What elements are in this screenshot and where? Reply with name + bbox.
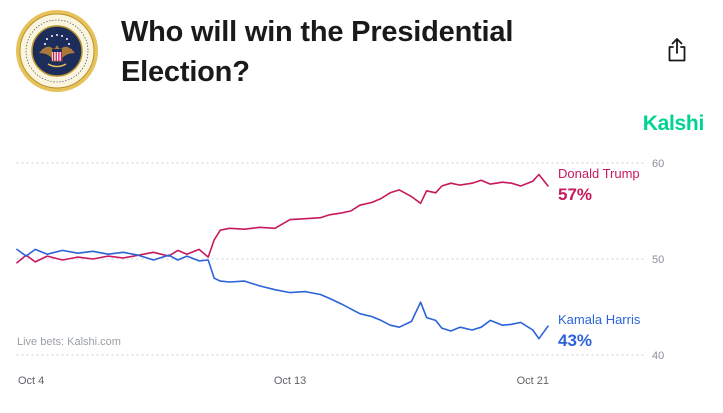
- x-tick-label: Oct 4: [18, 375, 44, 387]
- series-labels: Donald Trump 57% Kamala Harris 43%: [558, 166, 641, 350]
- axis-labels: 60 50 40 Oct 4 Oct 13 Oct 21: [18, 158, 664, 387]
- kalshi-logo: Kalshi: [642, 112, 705, 135]
- share-icon[interactable]: [664, 36, 690, 64]
- election-odds-chart: Donald Trump 57% Kamala Harris 43% 60 50 40 Oc…: [16, 158, 664, 387]
- presidential-seal-icon: [16, 10, 98, 92]
- grid-lines: [16, 162, 647, 356]
- series-lines: [16, 173, 549, 340]
- series-name-label: Donald Trump: [558, 166, 640, 181]
- page-title: Who will win the Presidential Election?: [121, 16, 514, 88]
- y-tick-label: 50: [652, 254, 664, 266]
- y-tick-label: 40: [652, 350, 664, 362]
- series-line: [16, 248, 549, 340]
- x-tick-label: Oct 21: [517, 375, 549, 387]
- series-value-label: 43%: [558, 331, 592, 350]
- series-line: [16, 173, 549, 264]
- x-tick-label: Oct 13: [274, 375, 306, 387]
- series-value-label: 57%: [558, 185, 592, 204]
- y-tick-label: 60: [652, 158, 664, 170]
- series-name-label: Kamala Harris: [558, 312, 641, 327]
- source-note: Live bets: Kalshi.com: [17, 336, 121, 348]
